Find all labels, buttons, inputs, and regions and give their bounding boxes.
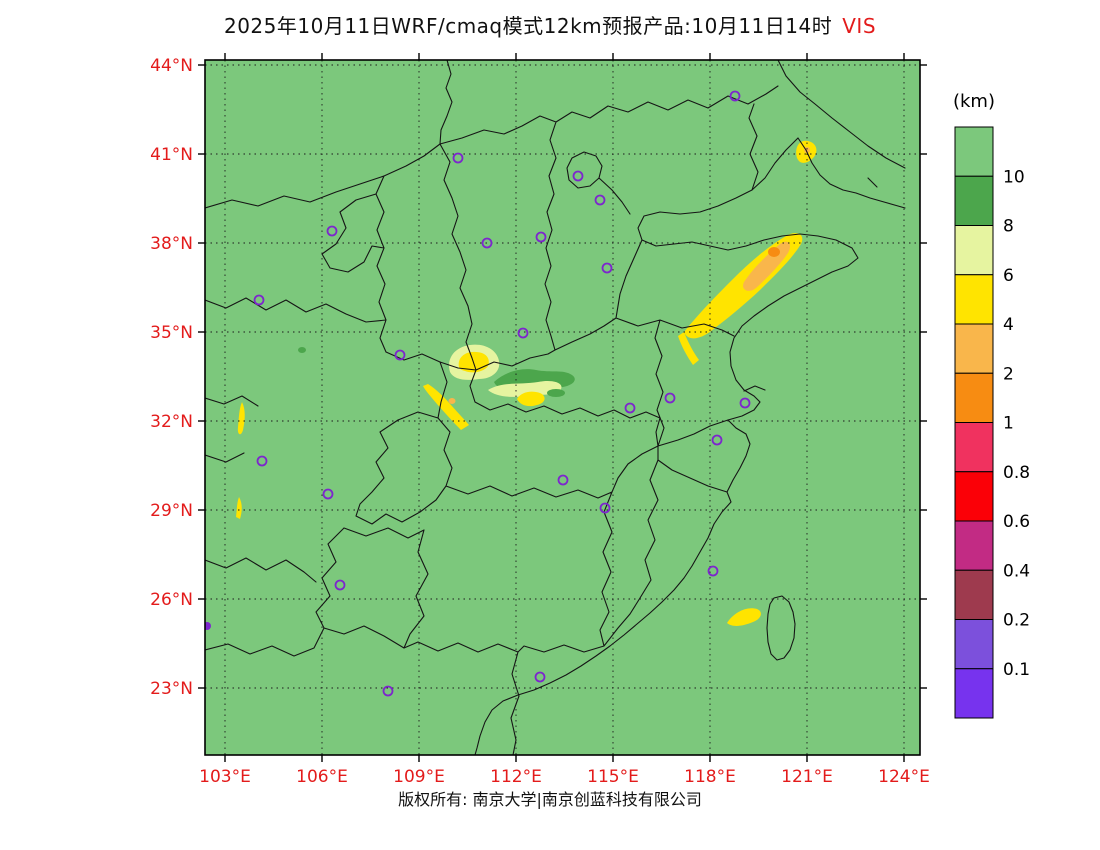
lon-tick-label: 121°E xyxy=(781,767,833,787)
legend-color-cell xyxy=(954,372,994,423)
city-marker xyxy=(534,671,546,683)
legend-value-label: 1 xyxy=(1003,414,1014,434)
legend-color-cell xyxy=(954,422,994,473)
vis-patch-central-pale-band xyxy=(488,380,562,397)
city-marker xyxy=(394,349,406,361)
legend-color-cell xyxy=(954,471,994,522)
city-marker xyxy=(326,225,338,237)
legend-value-label: 6 xyxy=(1003,266,1014,286)
legend-color-cell xyxy=(954,225,994,276)
coastline xyxy=(474,60,906,755)
lat-tick-label: 38°N xyxy=(150,234,193,254)
legend-value-label: 8 xyxy=(1003,217,1014,237)
legend-value-label: 0.1 xyxy=(1003,660,1030,680)
vis-patch-southeast xyxy=(727,608,761,626)
city-marker xyxy=(256,455,268,467)
lat-tick-label: 32°N xyxy=(150,412,193,432)
legend-color-cell xyxy=(954,126,994,177)
legend-color-cell xyxy=(954,175,994,226)
lat-tick-label: 29°N xyxy=(150,501,193,521)
legend-color-cell xyxy=(954,569,994,620)
lon-tick-label: 115°E xyxy=(587,767,639,787)
city-marker xyxy=(322,488,334,500)
city-marker xyxy=(253,294,265,306)
city-marker xyxy=(517,327,529,339)
legend-value-label: 2 xyxy=(1003,364,1014,384)
city-marker-filled xyxy=(205,622,211,630)
lat-tick-label: 35°N xyxy=(150,323,193,343)
lat-tick-label: 44°N xyxy=(150,56,193,76)
legend-color-cell xyxy=(954,668,994,719)
city-marker xyxy=(624,402,636,414)
legend-color-cell xyxy=(954,323,994,374)
city-marker xyxy=(535,231,547,243)
city-marker xyxy=(452,152,464,164)
vis-patch-central-amber-dot xyxy=(448,398,456,404)
legend-value-label: 4 xyxy=(1003,315,1014,335)
city-marker xyxy=(707,565,719,577)
city-marker xyxy=(572,170,584,182)
title-variable-label: VIS xyxy=(842,14,877,38)
legend-value-label: 0.4 xyxy=(1003,561,1030,581)
lat-tick-label: 26°N xyxy=(150,590,193,610)
city-marker xyxy=(739,397,751,409)
copyright-text: 版权所有: 南京大学|南京创蓝科技有限公司 xyxy=(398,790,702,809)
map-frame xyxy=(204,59,921,756)
city-marker xyxy=(481,237,493,249)
vis-patch-west-sliver2 xyxy=(236,497,242,519)
legend-color-cell xyxy=(954,520,994,571)
map-background xyxy=(205,60,920,755)
colorbar-legend: 10 8 6 4 2 1 0.8 0.6 0.4 0.2 0.1 (km) xyxy=(953,91,1030,719)
vis-patch-central-spot xyxy=(517,391,545,407)
legend-value-label: 0.8 xyxy=(1003,463,1030,483)
lon-tick-label: 103°E xyxy=(199,767,251,787)
legend-value-label: 0.2 xyxy=(1003,611,1030,631)
vis-patch-shandong-orange xyxy=(768,247,780,257)
legend-unit-label: (km) xyxy=(953,91,995,112)
legend-color-cell xyxy=(954,274,994,325)
lon-tick-label: 118°E xyxy=(684,767,736,787)
lat-tick-label: 41°N xyxy=(150,145,193,165)
city-marker xyxy=(729,90,741,102)
city-marker xyxy=(601,262,613,274)
vis-patch-west-sliver1 xyxy=(237,402,245,435)
city-marker xyxy=(594,194,606,206)
lat-lon-gridlines xyxy=(205,60,920,755)
city-marker xyxy=(711,434,723,446)
lon-tick-label: 106°E xyxy=(296,767,348,787)
lon-tick-label: 124°E xyxy=(878,767,930,787)
city-marker xyxy=(382,685,394,697)
legend-color-cell xyxy=(954,619,994,670)
city-marker xyxy=(599,502,611,514)
lon-tick-label: 109°E xyxy=(393,767,445,787)
vis-patch-central-dgreen2 xyxy=(547,389,565,397)
province-boundaries xyxy=(205,60,779,755)
city-marker xyxy=(557,474,569,486)
legend-value-label: 0.6 xyxy=(1003,512,1030,532)
legend-value-label: 10 xyxy=(1003,167,1025,187)
vis-patch-shandong-tail xyxy=(678,332,699,365)
station-markers xyxy=(205,90,751,697)
lon-tick-label: 112°E xyxy=(490,767,542,787)
vis-patch-central-streak xyxy=(423,384,469,430)
city-marker xyxy=(334,579,346,591)
page-title: 2025年10月11日WRF/cmaq模式12km预报产品:10月11日14时 V… xyxy=(0,10,1100,39)
city-marker xyxy=(664,392,676,404)
vis-patch-west-dgreen-dot xyxy=(298,347,306,353)
title-text: 2025年10月11日WRF/cmaq模式12km预报产品:10月11日14时 xyxy=(223,14,833,38)
lat-tick-label: 23°N xyxy=(150,679,193,699)
axis-ticks-and-labels: 103°E 106°E 109°E 112°E 115°E 118°E 121°E 124°E… xyxy=(150,53,930,787)
